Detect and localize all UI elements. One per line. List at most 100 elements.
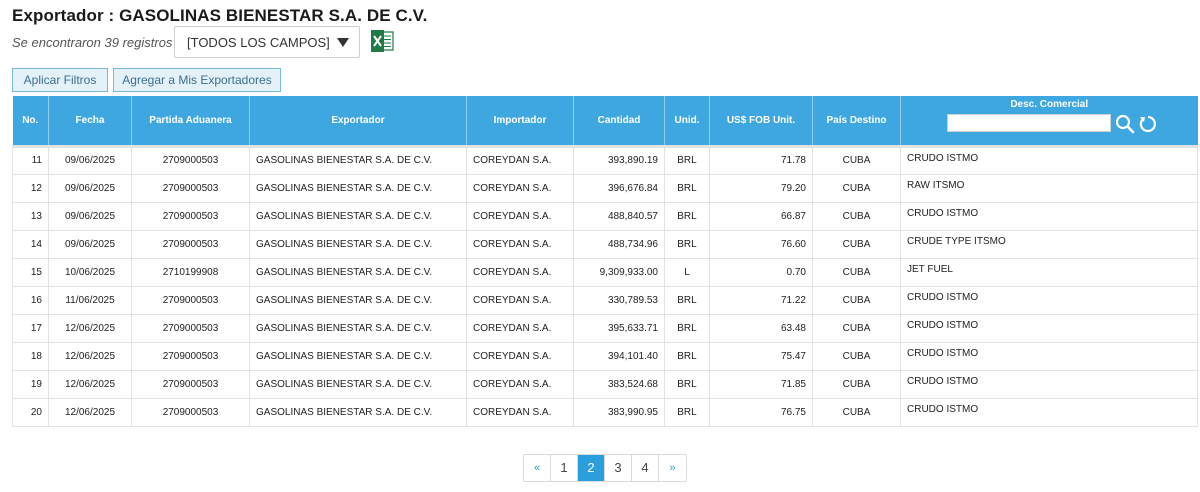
row-unit: BRL — [664, 314, 710, 343]
row-number: 11 — [12, 144, 49, 175]
column-header-desc: Desc. Comercial — [900, 96, 1198, 146]
row-tariff-code: 2709000503 — [131, 342, 250, 371]
row-fob-unit: 75.47 — [709, 342, 813, 371]
row-destination: CUBA — [812, 230, 901, 259]
row-unit: BRL — [664, 174, 710, 203]
row-importer: COREYDAN S.A. — [466, 230, 574, 259]
row-quantity: 383,524.68 — [573, 370, 665, 399]
row-date: 10/06/2025 — [48, 258, 132, 287]
row-quantity: 394,101.40 — [573, 342, 665, 371]
row-unit: BRL — [664, 370, 710, 399]
row-importer: COREYDAN S.A. — [466, 398, 574, 427]
table-row[interactable]: 12 09/06/2025 2709000503 GASOLINAS BIENESTA… — [12, 174, 1198, 203]
field-select[interactable]: [TODOS LOS CAMPOS] — [174, 26, 360, 58]
column-header[interactable]: No. — [12, 96, 49, 146]
page-1-button[interactable]: 1 — [551, 455, 578, 481]
table-row[interactable]: 16 11/06/2025 2709000503 GASOLINAS BIENESTA… — [12, 286, 1198, 315]
row-importer: COREYDAN S.A. — [466, 174, 574, 203]
row-description: CRUDO ISTMO — [900, 342, 1198, 371]
row-date: 11/06/2025 — [48, 286, 132, 315]
table-row[interactable]: 20 12/06/2025 2709000503 GASOLINAS BIENESTA… — [12, 398, 1198, 427]
apply-filters-button[interactable]: Aplicar Filtros — [12, 68, 108, 92]
table-row[interactable]: 11 09/06/2025 2709000503 GASOLINAS BIENESTA… — [12, 144, 1198, 175]
row-unit: BRL — [664, 342, 710, 371]
column-header[interactable]: Cantidad — [573, 96, 665, 146]
row-number: 20 — [12, 398, 49, 427]
column-header[interactable]: Unid. — [664, 96, 710, 146]
row-fob-unit: 63.48 — [709, 314, 813, 343]
desc-column-title: Desc. Comercial — [1010, 99, 1089, 110]
row-exporter: GASOLINAS BIENESTAR S.A. DE C.V. — [249, 202, 467, 231]
row-number: 18 — [12, 342, 49, 371]
row-destination: CUBA — [812, 314, 901, 343]
row-tariff-code: 2709000503 — [131, 144, 250, 175]
row-tariff-code: 2709000503 — [131, 202, 250, 231]
row-quantity: 396,676.84 — [573, 174, 665, 203]
row-importer: COREYDAN S.A. — [466, 202, 574, 231]
column-header[interactable]: País Destino — [812, 96, 901, 146]
records-table: No. Fecha Partida Aduanera Exportador Im… — [12, 96, 1198, 427]
row-fob-unit: 66.87 — [709, 202, 813, 231]
row-description: CRUDO ISTMO — [900, 202, 1198, 231]
row-quantity: 9,309,933.00 — [573, 258, 665, 287]
add-to-my-exporters-button[interactable]: Agregar a Mis Exportadores — [113, 68, 281, 92]
row-date: 12/06/2025 — [48, 314, 132, 343]
excel-icon[interactable] — [370, 30, 394, 52]
row-exporter: GASOLINAS BIENESTAR S.A. DE C.V. — [249, 144, 467, 175]
row-importer: COREYDAN S.A. — [466, 314, 574, 343]
row-quantity: 330,789.53 — [573, 286, 665, 315]
row-unit: BRL — [664, 230, 710, 259]
row-unit: BRL — [664, 398, 710, 427]
column-header[interactable]: Exportador — [249, 96, 467, 146]
row-destination: CUBA — [812, 258, 901, 287]
row-fob-unit: 76.75 — [709, 398, 813, 427]
row-number: 19 — [12, 370, 49, 399]
row-importer: COREYDAN S.A. — [466, 258, 574, 287]
row-quantity: 488,734.96 — [573, 230, 665, 259]
row-tariff-code: 2709000503 — [131, 230, 250, 259]
row-quantity: 383,990.95 — [573, 398, 665, 427]
page-3-button[interactable]: 3 — [605, 455, 632, 481]
table-row[interactable]: 13 09/06/2025 2709000503 GASOLINAS BIENESTA… — [12, 202, 1198, 231]
table-row[interactable]: 19 12/06/2025 2709000503 GASOLINAS BIENESTA… — [12, 370, 1198, 399]
row-number: 16 — [12, 286, 49, 315]
row-exporter: GASOLINAS BIENESTAR S.A. DE C.V. — [249, 174, 467, 203]
row-exporter: GASOLINAS BIENESTAR S.A. DE C.V. — [249, 342, 467, 371]
reset-icon[interactable] — [1138, 114, 1158, 134]
row-date: 12/06/2025 — [48, 398, 132, 427]
row-destination: CUBA — [812, 202, 901, 231]
table-row[interactable]: 14 09/06/2025 2709000503 GASOLINAS BIENESTA… — [12, 230, 1198, 259]
row-tariff-code: 2709000503 — [131, 174, 250, 203]
desc-filter-input[interactable] — [947, 114, 1111, 132]
row-description: JET FUEL — [900, 258, 1198, 287]
table-row[interactable]: 18 12/06/2025 2709000503 GASOLINAS BIENESTA… — [12, 342, 1198, 371]
row-destination: CUBA — [812, 398, 901, 427]
field-select-value: [TODOS LOS CAMPOS] — [187, 35, 330, 50]
row-description: CRUDE TYPE ITSMO — [900, 230, 1198, 259]
column-header[interactable]: Importador — [466, 96, 574, 146]
row-quantity: 395,633.71 — [573, 314, 665, 343]
page-2-button[interactable]: 2 — [578, 455, 605, 481]
row-date: 09/06/2025 — [48, 202, 132, 231]
row-number: 12 — [12, 174, 49, 203]
row-number: 17 — [12, 314, 49, 343]
row-exporter: GASOLINAS BIENESTAR S.A. DE C.V. — [249, 258, 467, 287]
row-tariff-code: 2709000503 — [131, 286, 250, 315]
page-4-button[interactable]: 4 — [632, 455, 659, 481]
row-fob-unit: 71.78 — [709, 144, 813, 175]
row-fob-unit: 71.22 — [709, 286, 813, 315]
row-number: 15 — [12, 258, 49, 287]
column-header[interactable]: US$ FOB Unit. — [709, 96, 813, 146]
column-header[interactable]: Fecha — [48, 96, 132, 146]
row-tariff-code: 2709000503 — [131, 314, 250, 343]
table-header-row: No. Fecha Partida Aduanera Exportador Im… — [12, 96, 1198, 146]
prev-page-button[interactable]: « — [524, 455, 551, 481]
table-row[interactable]: 15 10/06/2025 2710199908 GASOLINAS BIENESTA… — [12, 258, 1198, 287]
search-icon[interactable] — [1115, 114, 1135, 134]
table-row[interactable]: 17 12/06/2025 2709000503 GASOLINAS BIENESTA… — [12, 314, 1198, 343]
row-destination: CUBA — [812, 144, 901, 175]
column-header[interactable]: Partida Aduanera — [131, 96, 250, 146]
next-page-button[interactable]: » — [669, 462, 676, 474]
row-exporter: GASOLINAS BIENESTAR S.A. DE C.V. — [249, 314, 467, 343]
page-title: Exportador : GASOLINAS BIENESTAR S.A. DE… — [12, 6, 428, 25]
